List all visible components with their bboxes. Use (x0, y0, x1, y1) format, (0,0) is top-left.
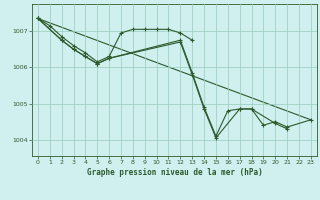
X-axis label: Graphe pression niveau de la mer (hPa): Graphe pression niveau de la mer (hPa) (86, 168, 262, 177)
